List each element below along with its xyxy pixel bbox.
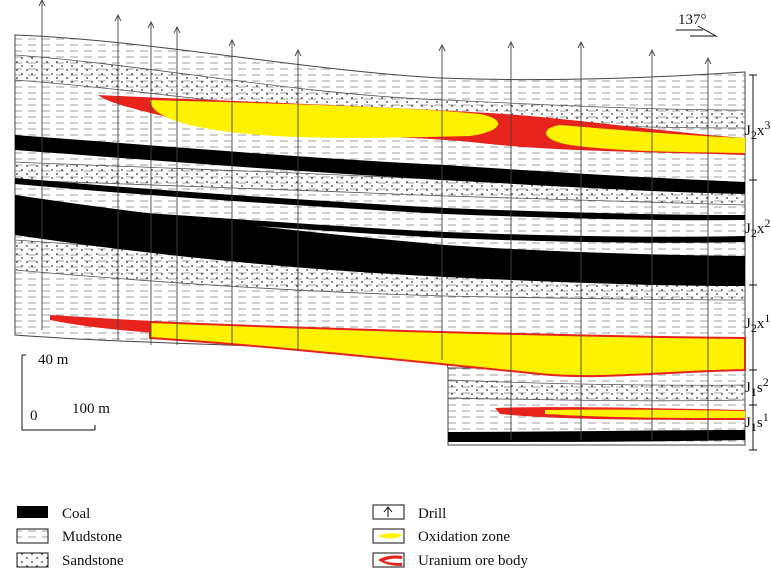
legend-label: Oxidation zone bbox=[418, 529, 510, 545]
stratum-sup: 1 bbox=[764, 311, 770, 325]
orientation-label: 137° bbox=[678, 12, 707, 28]
legend-label: Drill bbox=[418, 506, 446, 522]
scale-vertical: 40 m bbox=[38, 352, 69, 368]
legend-label: Sandstone bbox=[62, 553, 124, 569]
stratum-label: J2x1 bbox=[745, 311, 770, 335]
page: 137° 40 m 0 100 m J2x3 J2x2 J2x1 J1s2 J1s1 C… bbox=[0, 0, 771, 581]
stratum-label: J1s1 bbox=[745, 410, 769, 434]
strata-labels: J2x3 J2x2 J2x1 J1s2 J1s1 bbox=[745, 118, 770, 434]
stratum-sup: 3 bbox=[764, 118, 770, 132]
legend-coal-icon bbox=[17, 506, 48, 518]
scale-horizontal: 100 m bbox=[72, 401, 110, 417]
stratum-label: J2x3 bbox=[745, 118, 770, 142]
legend: Coal Mudstone Sandstone Drill Oxidation … bbox=[17, 505, 528, 569]
cross-section: 137° 40 m 0 100 m J2x3 J2x2 J2x1 J1s2 J1s1 C… bbox=[0, 0, 771, 581]
stratum-label: J2x2 bbox=[745, 216, 770, 240]
legend-mudstone-icon bbox=[17, 529, 48, 543]
legend-sandstone-icon bbox=[17, 553, 48, 567]
scale-origin: 0 bbox=[30, 408, 38, 424]
stratum-sup: 2 bbox=[764, 216, 770, 230]
legend-label: Coal bbox=[62, 506, 90, 522]
section bbox=[15, 0, 745, 445]
legend-label: Mudstone bbox=[62, 529, 122, 545]
stratum-label: J1s2 bbox=[745, 375, 769, 399]
stratum-sup: 1 bbox=[763, 410, 769, 424]
stratum-sup: 2 bbox=[763, 375, 769, 389]
legend-label: Uranium ore body bbox=[418, 553, 528, 569]
